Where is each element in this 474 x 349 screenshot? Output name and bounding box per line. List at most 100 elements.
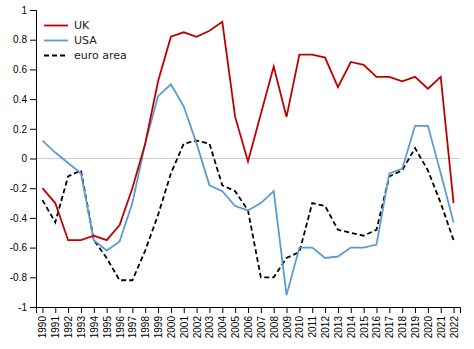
tick-mark [30,218,36,219]
series-line [42,84,453,295]
tick: 2014 [346,307,357,338]
legend-item: UK [44,19,90,32]
tick-mark [184,307,185,313]
tick: 2015 [359,307,370,338]
tick: 0.2 [13,124,36,135]
tick: 2018 [397,307,408,338]
tick-label: 0.4 [13,94,27,105]
tick: 2022 [449,307,460,338]
tick-label: 2002 [192,316,203,339]
tick-label: 1994 [89,316,100,339]
tick: 2019 [410,307,421,338]
tick-mark [428,307,429,313]
tick: 2003 [204,307,215,338]
tick-mark [30,188,36,189]
tick: 1996 [115,307,126,338]
tick-mark [30,248,36,249]
tick: 0 [21,153,36,164]
tick: 2009 [282,307,293,338]
tick-mark [30,307,36,308]
tick-label: 0 [21,153,27,164]
tick: 2004 [217,307,228,338]
tick-label: -0.6 [10,242,28,253]
tick: 1991 [50,307,61,338]
tick-label: 1 [21,5,27,16]
tick-label: 1992 [63,316,74,339]
tick: 1994 [89,307,100,338]
tick: 2007 [256,307,267,338]
plot: 1990199119921993199419951996199719981999… [10,5,461,339]
tick: 1990 [37,307,48,338]
tick-mark [209,307,210,313]
tick-label: 2017 [384,316,395,339]
x-axis: 1990199119921993199419951996199719981999… [37,307,461,338]
tick-label: 2003 [204,316,215,339]
tick: 2017 [384,307,395,338]
tick: 0.4 [13,94,36,105]
legend-item: USA [44,34,97,47]
tick-mark [376,307,377,313]
tick: 2020 [423,307,434,338]
tick-mark [30,159,36,160]
tick-mark [42,307,43,313]
tick-mark [132,307,133,313]
axis-line [30,11,37,308]
tick-label: 2011 [307,316,318,338]
tick: 2002 [192,307,203,338]
tick-mark [274,307,275,313]
tick-label: 1996 [115,316,126,339]
tick: 1997 [127,307,138,338]
tick-mark [299,307,300,313]
tick-mark [441,307,442,313]
lines [42,22,453,295]
tick-label: 2009 [282,316,293,339]
legend-swatch [44,25,68,27]
tick-mark [454,307,455,313]
tick-mark [107,307,108,313]
legend-label: euro area [74,49,127,62]
tick-mark [287,307,288,313]
tick: 2000 [166,307,177,338]
tick: 2011 [307,307,318,338]
tick-label: 2010 [294,316,305,339]
tick-label: 1999 [153,316,164,339]
tick-label: 1993 [76,316,87,339]
tick-label: 1998 [140,316,151,339]
tick-mark [325,307,326,313]
tick: -0.4 [10,213,36,224]
tick-label: -0.4 [10,213,28,224]
tick-mark [30,99,36,100]
legend: UK USA euro area [44,19,127,62]
tick-mark [171,307,172,313]
tick-label: 1991 [50,316,61,339]
chart: 1990199119921993199419951996199719981999… [0,0,474,349]
tick: 2016 [371,307,382,338]
tick: 2008 [269,307,280,338]
tick-label: 2020 [423,316,434,339]
tick: 0.6 [13,64,36,75]
tick-label: 2000 [166,316,177,339]
tick-label: 1990 [37,316,48,339]
tick-mark [402,307,403,313]
tick-label: 2018 [397,316,408,339]
tick-mark [94,307,95,313]
tick-mark [248,307,249,313]
tick-mark [415,307,416,313]
tick-mark [351,307,352,313]
legend-swatch [44,40,68,42]
tick-label: 0.8 [13,34,27,45]
tick-mark [222,307,223,313]
tick-label: 2019 [410,316,421,339]
tick: 2005 [230,307,241,338]
tick: 2006 [243,307,254,338]
tick: 2010 [294,307,305,338]
legend-item: euro area [44,49,127,62]
tick-mark [120,307,121,313]
tick-label: -0.2 [10,183,28,194]
tick-mark [235,307,236,313]
tick-label: 2021 [436,316,447,339]
tick-mark [261,307,262,313]
tick-mark [30,40,36,41]
tick-mark [145,307,146,313]
tick-label: 2022 [449,316,460,339]
